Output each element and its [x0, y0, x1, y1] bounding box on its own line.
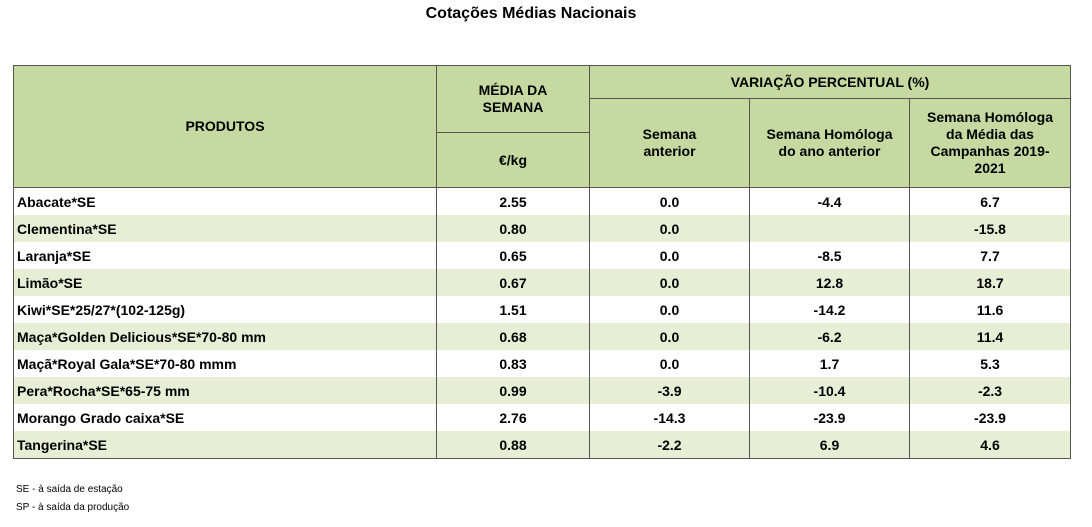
table-row: Tangerina*SE 0.88 -2.2 6.9 4.6 [13, 431, 1072, 459]
table-row: Abacate*SE 2.55 0.0 -4.4 6.7 [13, 187, 1072, 215]
semana-anterior-cell: 0.0 [589, 350, 750, 377]
semana-anterior-cell: -3.9 [589, 377, 750, 404]
homologa-campanhas-cell: 4.6 [908, 431, 1072, 459]
homologa-campanhas-cell: 5.3 [908, 350, 1072, 377]
media-cell: 2.76 [436, 404, 590, 431]
semana-anterior-cell: 0.0 [589, 215, 750, 242]
homologa-campanhas-cell: 6.7 [908, 187, 1072, 215]
media-cell: 2.55 [436, 187, 590, 215]
product-name-cell: Pera*Rocha*SE*65-75 mm [13, 377, 437, 404]
table-row: Laranja*SE 0.65 0.0 -8.5 7.7 [13, 242, 1072, 269]
homologa-ano-cell: 1.7 [749, 350, 910, 377]
table-row: Limão*SE 0.67 0.0 12.8 18.7 [13, 269, 1072, 296]
footnote-se: SE - à saída de estação [16, 484, 123, 495]
media-cell: 0.83 [436, 350, 590, 377]
semana-anterior-cell: -2.2 [589, 431, 750, 459]
semana-anterior-cell: 0.0 [589, 242, 750, 269]
homologa-campanhas-cell: 11.6 [908, 296, 1072, 323]
header-variacao: VARIAÇÃO PERCENTUAL (%) [588, 65, 1072, 99]
table-row: Clementina*SE 0.80 0.0 -15.8 [13, 215, 1072, 242]
semana-anterior-cell: 0.0 [589, 296, 750, 323]
prices-table: PRODUTOS MÉDIA DA SEMANA VARIAÇÃO PERCEN… [13, 65, 1072, 459]
homologa-campanhas-cell: -23.9 [908, 404, 1072, 431]
media-cell: 0.88 [436, 431, 590, 459]
homologa-campanhas-cell: 11.4 [908, 323, 1072, 350]
homologa-ano-cell: -10.4 [749, 377, 910, 404]
header-semana-anterior: Semana anterior [589, 98, 750, 188]
table-row: Maçã*Royal Gala*SE*70-80 mmm 0.83 0.0 1.7 5.… [13, 350, 1072, 377]
semana-anterior-cell: -14.3 [589, 404, 750, 431]
footnote-sp: SP - à saída da produção [16, 502, 130, 513]
product-name-cell: Tangerina*SE [13, 431, 437, 459]
table-row: Pera*Rocha*SE*65-75 mm 0.99 -3.9 -10.4 -2.3 [13, 377, 1072, 404]
table-row: Kiwi*SE*25/27*(102-125g) 1.51 0.0 -14.2 11.6 [13, 296, 1072, 323]
homologa-ano-cell: 6.9 [749, 431, 910, 459]
media-cell: 0.80 [436, 215, 590, 242]
product-name-cell: Laranja*SE [13, 242, 437, 269]
media-cell: 0.99 [436, 377, 590, 404]
product-name-cell: Morango Grado caixa*SE [13, 404, 437, 431]
homologa-ano-cell: 12.8 [749, 269, 910, 296]
media-cell: 0.68 [436, 323, 590, 350]
media-cell: 0.67 [436, 269, 590, 296]
semana-anterior-cell: 0.0 [589, 187, 750, 215]
table-row: Morango Grado caixa*SE 2.76 -14.3 -23.9 -23.… [13, 404, 1072, 431]
homologa-ano-cell: -4.4 [749, 187, 910, 215]
media-cell: 0.65 [436, 242, 590, 269]
header-homologa-ano: Semana Homóloga do ano anterior [749, 98, 910, 188]
product-name-cell: Kiwi*SE*25/27*(102-125g) [13, 296, 437, 323]
media-cell: 1.51 [436, 296, 590, 323]
homologa-campanhas-cell: 18.7 [908, 269, 1072, 296]
homologa-ano-cell: -14.2 [749, 296, 910, 323]
product-name-cell: Clementina*SE [13, 215, 437, 242]
header-produtos: PRODUTOS [13, 65, 437, 188]
homologa-ano-cell: -23.9 [749, 404, 910, 431]
semana-anterior-cell: 0.0 [589, 323, 750, 350]
table-row: Maça*Golden Delicious*SE*70-80 mm 0.68 0.0… [13, 323, 1072, 350]
homologa-campanhas-cell: -15.8 [908, 215, 1072, 242]
product-name-cell: Abacate*SE [13, 187, 437, 215]
homologa-campanhas-cell: -2.3 [908, 377, 1072, 404]
header-media-semana: MÉDIA DA SEMANA [436, 65, 590, 133]
homologa-ano-cell [749, 215, 910, 242]
header-homologa-campanhas: Semana Homóloga da Média das Campanhas 2… [908, 98, 1072, 188]
header-unit: €/kg [436, 132, 590, 188]
product-name-cell: Maça*Golden Delicious*SE*70-80 mm [13, 323, 437, 350]
semana-anterior-cell: 0.0 [589, 269, 750, 296]
product-name-cell: Limão*SE [13, 269, 437, 296]
homologa-ano-cell: -6.2 [749, 323, 910, 350]
product-name-cell: Maçã*Royal Gala*SE*70-80 mmm [13, 350, 437, 377]
homologa-campanhas-cell: 7.7 [908, 242, 1072, 269]
homologa-ano-cell: -8.5 [749, 242, 910, 269]
page-title: Cotações Médias Nacionais [425, 5, 637, 22]
